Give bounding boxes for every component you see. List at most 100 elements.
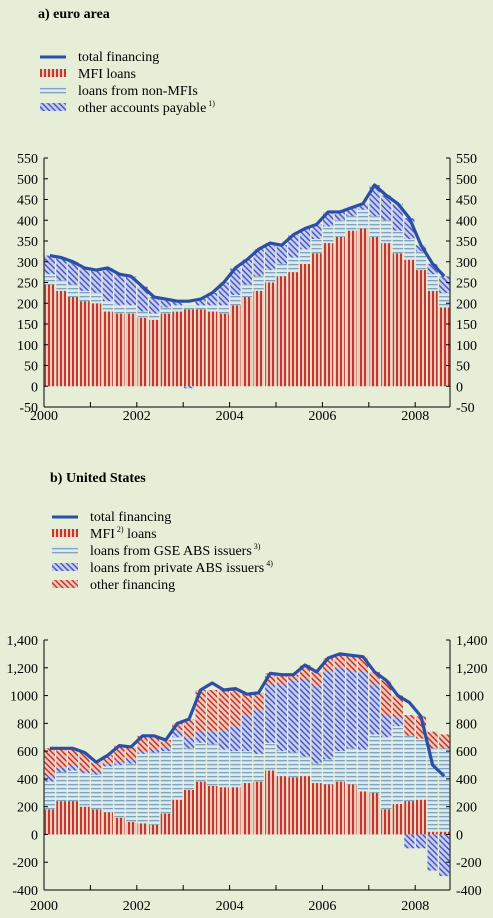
bar	[253, 276, 264, 291]
bar	[392, 726, 403, 804]
bar	[439, 292, 450, 308]
y-tick-label: -50	[19, 401, 38, 416]
legend-note: 1)	[208, 99, 215, 108]
bar	[149, 735, 160, 750]
bar	[427, 731, 438, 749]
y2-tick-label: 800	[456, 717, 477, 732]
bar	[276, 674, 287, 685]
legend-name: other accounts payable	[78, 101, 206, 116]
y2-tick-label: 400	[456, 773, 477, 788]
y2-tick-label: 1,400	[456, 634, 488, 649]
bar	[149, 824, 160, 835]
bar	[91, 292, 102, 304]
bar	[415, 799, 427, 835]
bar	[334, 751, 345, 782]
bar	[44, 748, 55, 777]
bar	[230, 726, 241, 752]
bar	[44, 809, 55, 835]
bar	[102, 755, 113, 764]
bar	[439, 276, 450, 293]
bar	[241, 783, 253, 835]
bar	[44, 284, 55, 387]
bar	[415, 716, 427, 739]
bar	[67, 297, 79, 387]
legend-label: other accounts payable 1)	[78, 99, 215, 116]
bar	[415, 245, 427, 252]
legend-swatch	[40, 103, 66, 111]
y-tick-label: 450	[17, 194, 38, 209]
x-tick-label: 2008	[401, 409, 429, 424]
bar	[299, 263, 311, 387]
bar	[334, 236, 345, 387]
bar	[114, 760, 125, 765]
bar	[56, 771, 67, 802]
bar	[439, 834, 450, 877]
legend-note: 3)	[254, 542, 261, 551]
bar	[44, 255, 55, 275]
bar	[323, 211, 334, 227]
bar	[207, 785, 218, 835]
bar	[357, 209, 369, 229]
y-tick-label: 0	[31, 828, 38, 843]
bar	[311, 685, 322, 764]
legend-suffix: loans	[124, 527, 157, 542]
bar	[44, 781, 55, 810]
bar	[91, 771, 102, 775]
legend-name: other financing	[90, 578, 175, 593]
legend-note: 4)	[266, 559, 273, 568]
bar	[114, 817, 125, 835]
bar	[137, 751, 148, 754]
legend-label: total financing	[90, 510, 171, 525]
y2-tick-label: -200	[456, 856, 482, 871]
bar	[404, 218, 415, 239]
bar	[392, 803, 403, 835]
bar	[276, 776, 287, 835]
y-tick-label: 300	[17, 256, 38, 271]
bar	[114, 305, 125, 314]
bar	[79, 301, 90, 387]
bar	[381, 680, 392, 715]
y-tick-label: 400	[17, 214, 38, 229]
bar	[218, 282, 229, 306]
legend-swatch	[52, 580, 78, 588]
bar	[253, 290, 264, 387]
bar	[160, 307, 171, 314]
bar	[137, 317, 148, 387]
y-tick-label: 350	[17, 235, 38, 250]
bar	[311, 253, 322, 387]
bar	[369, 216, 380, 237]
y-tick-label: 1,400	[7, 634, 39, 649]
bar	[357, 203, 369, 210]
bar	[392, 695, 403, 718]
bar	[67, 765, 79, 771]
bar	[265, 684, 276, 743]
legend-label: loans from private ABS issuers 4)	[90, 559, 273, 576]
y2-tick-label: 0	[456, 380, 463, 395]
bar	[427, 831, 438, 835]
legend-name: total financing	[78, 50, 159, 65]
bar	[427, 263, 438, 275]
bar	[323, 670, 334, 760]
bar	[392, 253, 403, 387]
bar	[439, 734, 450, 749]
bar	[288, 752, 299, 778]
bar	[357, 656, 369, 672]
bar	[218, 313, 229, 387]
legend-name: MFI loans	[78, 67, 136, 82]
bar	[91, 774, 102, 810]
bar	[265, 673, 276, 685]
bar	[357, 791, 369, 835]
bar	[207, 305, 218, 312]
bar	[79, 773, 90, 807]
bar	[392, 717, 403, 727]
bar	[56, 257, 67, 281]
bar	[183, 719, 195, 738]
bar	[230, 305, 241, 387]
bar	[102, 763, 113, 767]
bar	[172, 301, 183, 306]
bar	[56, 748, 67, 768]
bar	[218, 730, 229, 750]
bar	[253, 709, 264, 754]
y2-tick-label: 450	[456, 194, 477, 209]
bar	[323, 226, 334, 244]
